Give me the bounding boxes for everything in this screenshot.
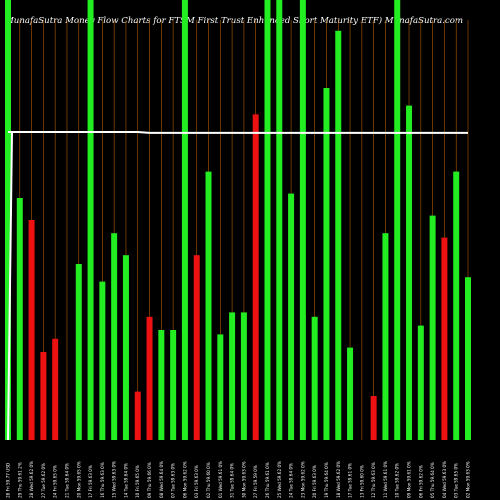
bar (252, 114, 259, 441)
bar (264, 0, 271, 440)
bar (406, 105, 413, 440)
x-tick-label: 30 Mon 59.63 0% (241, 461, 246, 498)
x-tick-label: 09 Mon 59.61 0% (407, 461, 412, 498)
bar (394, 0, 401, 440)
bar (52, 338, 59, 440)
x-tick-label: 28 Fri 59.77 USD (6, 463, 11, 498)
x-tick-label: 10 Tue 59.62 0% (395, 463, 400, 498)
x-tick-label: 07 Tue 59.63 0% (171, 463, 176, 498)
bar (465, 277, 471, 440)
x-tick-label: 27 Tue 59.62 0% (41, 463, 46, 498)
x-axis-labels: 28 Fri 59.77 USD 29 Thu 59.61 2% 28 Wed 59… (6, 461, 471, 498)
x-tick-label: 26 Thu 59.61 0% (265, 462, 270, 498)
bar (75, 264, 82, 440)
x-tick-label: 05 Thu 59.64 0% (430, 462, 435, 498)
x-tick-label: 17 Tue 59.61 0% (348, 463, 353, 498)
bar (122, 255, 129, 440)
x-tick-label: 19 Thu 59.64 0% (324, 462, 329, 498)
bar (5, 0, 11, 440)
x-tick-label: 16 Thu 59.63 0% (100, 462, 105, 498)
x-tick-label: 27 Fri 59.59 0% (253, 465, 258, 498)
x-tick-label: 18 Wed 59.62 0% (336, 461, 341, 498)
bar (347, 347, 354, 440)
x-tick-label: 06 Mon 59.62 0% (182, 461, 187, 498)
bar (193, 255, 200, 440)
bar (170, 330, 177, 440)
x-tick-label: 24 Fri 59.65 0% (53, 465, 58, 498)
bar (276, 0, 283, 440)
bar (146, 316, 153, 440)
bar (370, 396, 377, 440)
bar (382, 233, 389, 440)
bar (217, 334, 224, 440)
bar (111, 233, 118, 440)
x-tick-label: 28 Wed 59.62 0% (29, 461, 34, 498)
bar (441, 237, 448, 440)
bar (453, 171, 460, 440)
x-tick-label: 15 Wed 59.63 0% (112, 461, 117, 498)
x-tick-label: 01 Wed 59.61 0% (218, 461, 223, 498)
x-tick-label: 02 Thu 59.60 0% (206, 462, 211, 498)
bar (99, 281, 106, 440)
money-flow-line-path (7, 131, 468, 441)
bar (288, 193, 295, 440)
x-tick-label: 03 Tue 59.65 0% (454, 463, 459, 498)
x-tick-label: 20 Mon 59.65 0% (76, 461, 81, 498)
x-tick-label: 21 Tue 59.64 0% (64, 463, 69, 498)
bar (40, 352, 47, 440)
x-tick-label: 08 Wed 59.64 0% (159, 461, 164, 498)
x-tick-label: 23 Mon 59.62 0% (300, 461, 305, 498)
x-tick-label: 24 Tue 59.64 0% (289, 463, 294, 498)
chart-title: MunafaSutra Money Flow Charts for FTSM F… (5, 16, 464, 26)
x-tick-label: 06 Fri 59.62 0% (418, 465, 423, 498)
bar (87, 0, 94, 440)
bar (429, 215, 436, 440)
x-tick-label: 10 Fri 59.65 0% (135, 465, 140, 498)
bar (134, 391, 141, 440)
x-tick-label: 09 Thu 59.66 0% (147, 462, 152, 498)
bar (181, 0, 188, 440)
x-tick-label: 31 Tue 59.64 0% (230, 463, 235, 498)
bar (417, 325, 424, 440)
x-tick-label: 11 Wed 59.61 0% (383, 461, 388, 498)
x-tick-label: 02 Mon 59.63 0% (466, 461, 471, 498)
bar (205, 171, 212, 440)
x-tick-label: 12 Thu 59.63 0% (371, 462, 376, 498)
x-tick-label: 25 Wed 59.62 0% (277, 461, 282, 498)
bar (311, 316, 318, 440)
bar (28, 220, 35, 440)
x-tick-label: 14 Tue 59.64 0% (123, 463, 128, 498)
x-tick-label: 20 Fri 59.63 0% (312, 465, 317, 498)
bar (16, 198, 23, 440)
x-tick-label: 29 Thu 59.61 2% (17, 462, 22, 498)
bar (323, 88, 330, 440)
x-tick-label: 13 Fri 59.60 0% (359, 465, 364, 498)
bar (158, 330, 165, 440)
bar (240, 312, 247, 440)
bar (229, 312, 236, 440)
bar (299, 0, 306, 440)
money-flow-line (7, 131, 468, 441)
x-tick-label: 04 Wed 59.63 0% (442, 461, 447, 498)
bars (5, 0, 471, 441)
x-tick-label: 17 Fri 59.63 0% (88, 465, 93, 498)
bar (335, 30, 342, 441)
x-tick-label: 03 Fri 59.63 0% (194, 465, 199, 498)
